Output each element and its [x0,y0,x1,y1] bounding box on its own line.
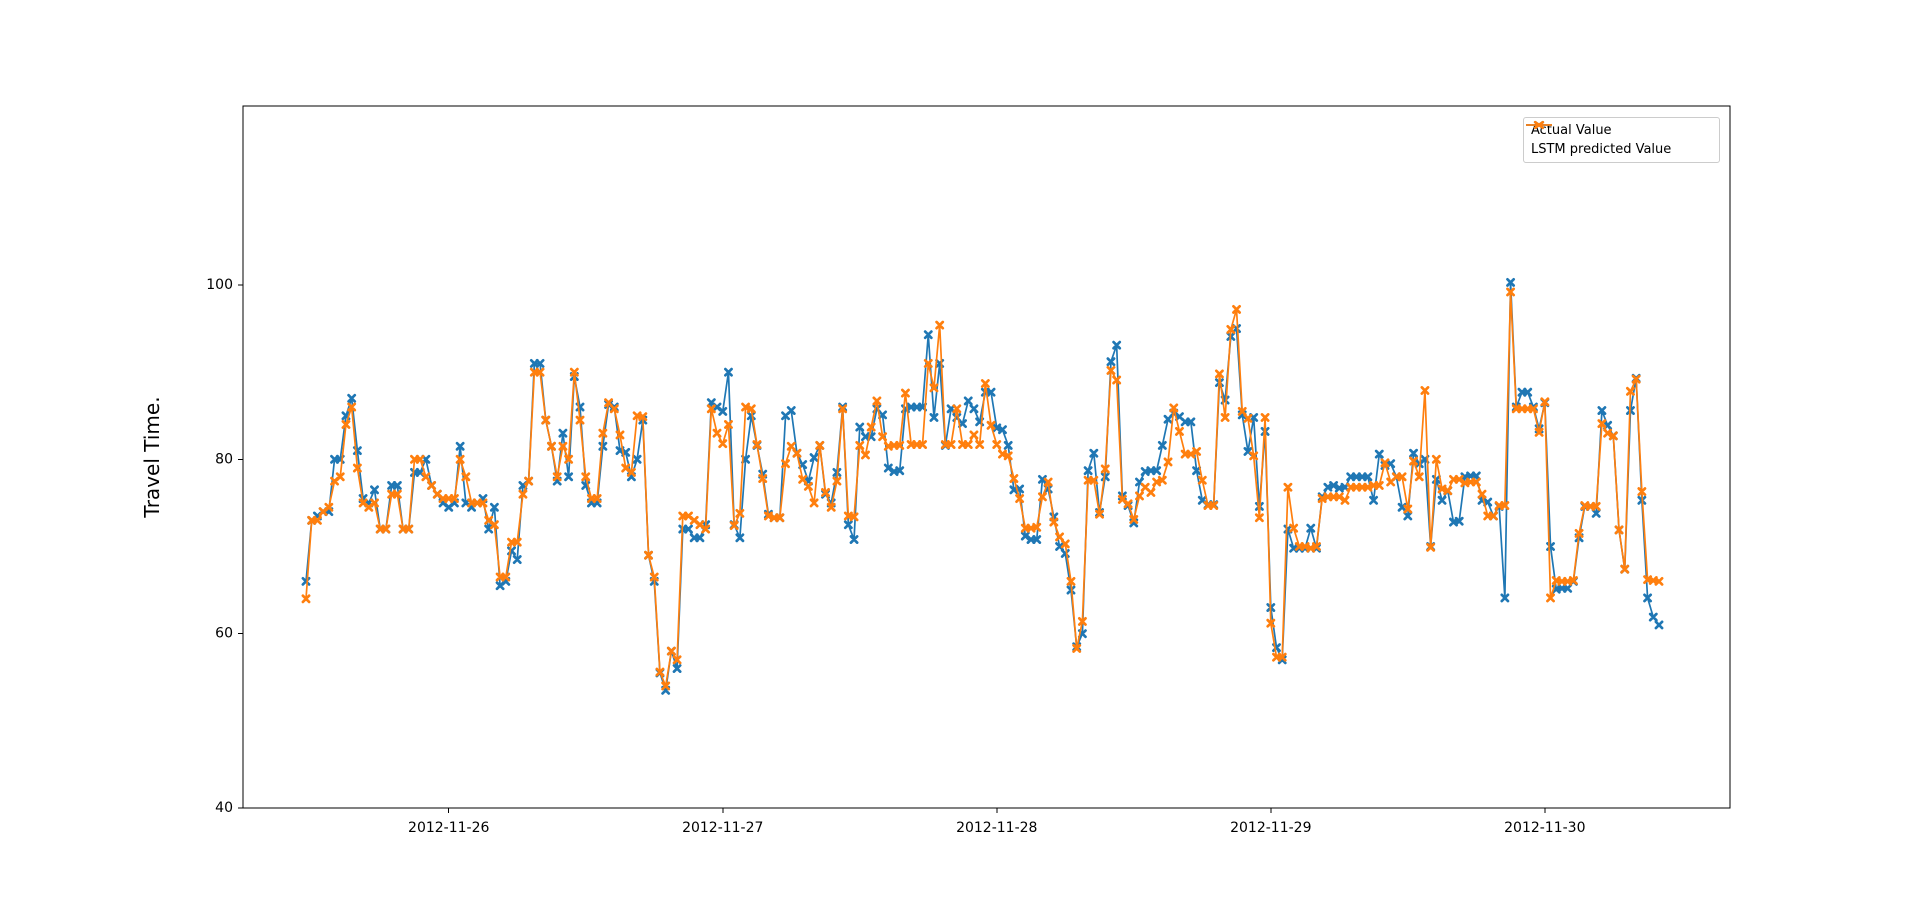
legend-label-lstm: LSTM predicted Value [1531,142,1672,157]
legend-item-actual: Actual Value [1526,120,1711,138]
legend-label-actual: Actual Value [1531,123,1612,138]
y-axis-label: Travel Time. [140,396,164,518]
plot-frame [242,105,1731,809]
y-tick-label: 80 [215,451,233,467]
y-tick-label: 100 [206,277,233,293]
series-markers-lstm [301,287,1664,691]
x-tick-label: 2012-11-28 [956,820,1037,836]
y-tick-label: 60 [215,626,233,642]
y-tick-label: 40 [215,800,233,816]
legend-item-lstm: LSTM predicted Value [1526,120,1711,157]
series-line-actual [305,281,1660,692]
x-tick-label: 2012-11-30 [1504,820,1585,836]
x-tick-label: 2012-11-29 [1230,820,1311,836]
legend: Actual Value LSTM predicted Value [1523,117,1720,163]
series-line-lstm [305,291,1660,687]
x-tick-label: 2012-11-27 [682,820,763,836]
legend-line-marker-icon [1526,120,1552,130]
x-tick-label: 2012-11-26 [408,820,489,836]
series-markers-actual [301,277,1664,695]
